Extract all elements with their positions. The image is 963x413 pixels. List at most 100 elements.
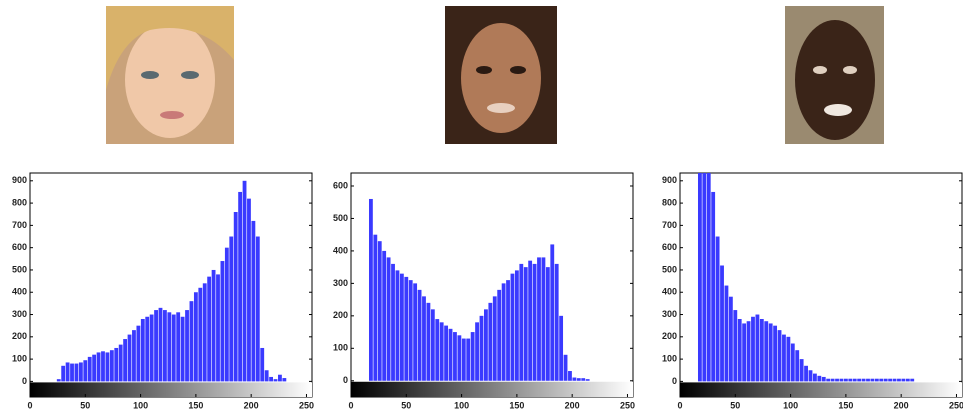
bar — [773, 325, 778, 382]
bar — [430, 309, 435, 381]
x-tick-label: 150 — [838, 400, 853, 410]
y-tick-label: 600 — [12, 242, 27, 252]
bar — [198, 287, 203, 382]
bar — [466, 338, 471, 381]
bar — [804, 365, 808, 382]
y-tick-label: 200 — [12, 331, 27, 341]
bar — [742, 323, 747, 382]
bar — [897, 378, 901, 382]
bar — [746, 321, 751, 382]
y-tick-label: 100 — [12, 353, 27, 363]
bar — [852, 378, 857, 382]
bar — [470, 332, 475, 381]
bar — [101, 351, 105, 382]
bar — [795, 350, 800, 382]
bar — [70, 363, 74, 382]
bar — [874, 378, 879, 382]
bar — [715, 236, 720, 382]
y-tick-label: 100 — [662, 353, 677, 363]
bar — [127, 334, 132, 382]
y-tick-label: 500 — [12, 264, 27, 274]
bar — [572, 377, 577, 381]
bar — [537, 257, 541, 381]
x-tick-label: 0 — [348, 400, 353, 410]
bar — [706, 173, 711, 382]
y-tick-label: 300 — [333, 278, 348, 288]
bar — [269, 376, 273, 382]
bar — [65, 362, 70, 382]
y-tick-label: 0 — [672, 376, 677, 386]
y-tick-label: 500 — [662, 264, 677, 274]
bar — [87, 356, 92, 382]
bars — [368, 198, 590, 381]
bar — [413, 283, 418, 381]
bar — [728, 296, 733, 382]
y-tick-label: 400 — [333, 245, 348, 255]
bar — [759, 318, 764, 382]
x-tick-label: 250 — [299, 400, 314, 410]
bar — [83, 360, 88, 382]
bar — [764, 321, 769, 382]
y-tick-label: 900 — [662, 175, 677, 185]
bar — [404, 276, 409, 381]
x-tick-label: 250 — [620, 400, 635, 410]
colorbar — [30, 382, 312, 397]
bar — [444, 325, 449, 381]
bar — [523, 267, 528, 381]
bar — [255, 236, 260, 382]
bar — [377, 241, 382, 381]
bar — [273, 379, 278, 382]
bar — [817, 375, 822, 382]
bar — [554, 263, 559, 381]
bar — [260, 347, 265, 382]
bar — [439, 322, 444, 381]
bar — [453, 332, 457, 381]
bar — [861, 378, 866, 382]
bar — [180, 316, 185, 382]
bar — [163, 310, 167, 382]
bar — [519, 263, 524, 381]
x-tick-label: 50 — [401, 400, 411, 410]
x-tick-label: 50 — [80, 400, 90, 410]
bars — [56, 180, 287, 382]
bar — [140, 318, 145, 382]
bar — [189, 301, 194, 382]
bar — [109, 350, 114, 382]
bar — [866, 378, 870, 382]
histogram: 0 100 200 300 400 500 600 700 800 900 0 50 100 150 200… — [12, 172, 314, 410]
bar — [857, 378, 862, 382]
bar — [813, 373, 817, 382]
y-tick-label: 600 — [662, 242, 677, 252]
bar — [768, 323, 773, 382]
bar — [568, 371, 572, 381]
bar — [264, 370, 269, 382]
bar — [448, 328, 453, 381]
bar — [118, 344, 123, 382]
bar — [751, 316, 755, 382]
bar — [484, 309, 488, 381]
bar — [492, 296, 497, 381]
bar — [185, 310, 189, 382]
bar — [105, 352, 110, 382]
bar — [395, 270, 400, 381]
y-tick-label: 0 — [22, 376, 27, 386]
bar — [585, 379, 590, 381]
bar — [435, 319, 440, 381]
x-tick-label: 200 — [894, 400, 909, 410]
bar — [581, 378, 586, 381]
bar — [216, 274, 220, 382]
bar — [176, 312, 181, 382]
bar — [790, 343, 795, 382]
bar — [576, 378, 581, 381]
bar — [755, 314, 760, 382]
bar — [132, 330, 136, 382]
bar — [114, 347, 119, 382]
bar — [207, 276, 212, 382]
bar — [391, 263, 395, 381]
bar — [702, 173, 707, 382]
bar — [278, 374, 282, 382]
y-tick-label: 200 — [662, 331, 677, 341]
histogram: 0 100 200 300 400 500 600 700 800 900 0 50 100 150 200… — [662, 172, 963, 410]
bar — [532, 263, 537, 381]
